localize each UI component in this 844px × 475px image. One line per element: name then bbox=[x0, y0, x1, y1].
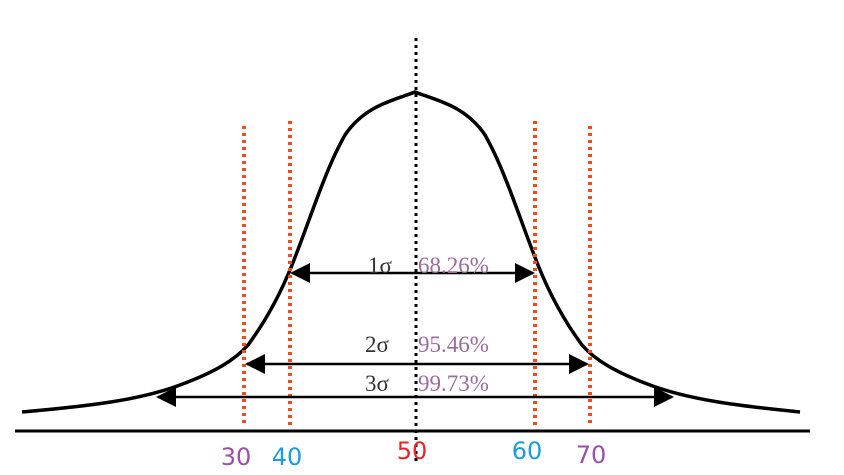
axis-label: 30 bbox=[221, 443, 252, 471]
percent-label: 68.26% bbox=[418, 253, 489, 278]
axis-label: 70 bbox=[576, 441, 607, 469]
axis-label: 40 bbox=[272, 443, 303, 471]
axis-label: 60 bbox=[512, 437, 543, 465]
bell-curve bbox=[21, 90, 801, 414]
interval-arrows bbox=[156, 263, 674, 407]
axis-label: 50 bbox=[397, 437, 428, 465]
sigma-label: 1σ bbox=[368, 253, 393, 278]
sigma-label: 3σ bbox=[365, 371, 390, 396]
percent-label: 99.73% bbox=[418, 371, 489, 396]
percent-label: 95.46% bbox=[418, 332, 489, 357]
sigma-lines bbox=[242, 121, 592, 426]
sigma-label: 2σ bbox=[365, 332, 390, 357]
